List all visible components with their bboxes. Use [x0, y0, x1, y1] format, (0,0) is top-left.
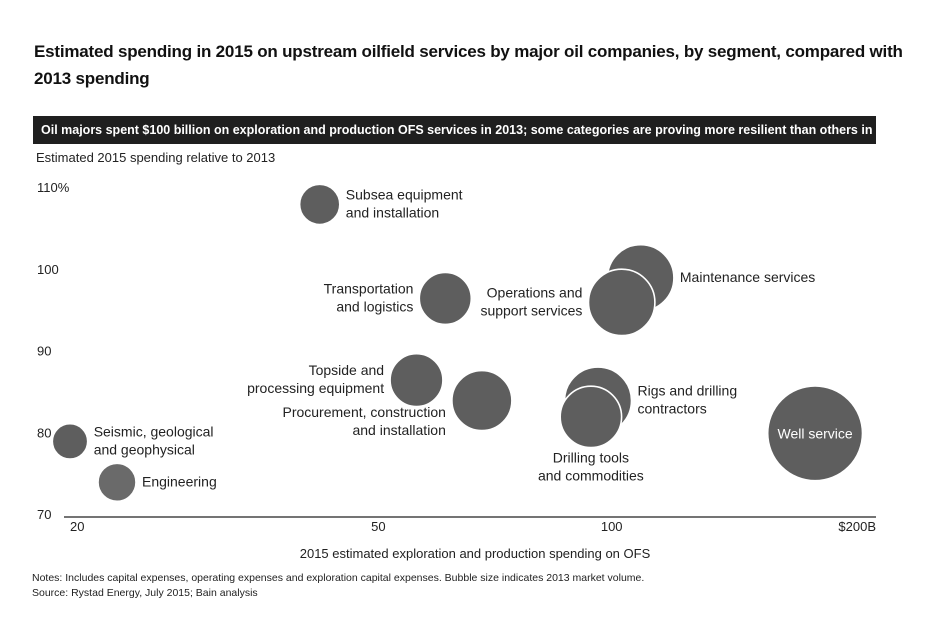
bubble-label-topside-and-processing-equipment: processing equipment — [247, 380, 384, 396]
y-tick-label: 100 — [37, 262, 59, 277]
bubble-label-rigs-and-drilling-contractors: contractors — [638, 401, 707, 417]
bubble-label-subsea-equipment-and-installation: and installation — [346, 204, 439, 220]
y-tick-label: 70 — [37, 507, 51, 522]
axis-ticks: 70 80 90 100 110% 20 50 100 $200B — [37, 180, 876, 534]
chart-subtitle-banner: Oil majors spent $100 billion on explora… — [33, 116, 876, 144]
bubble-label-rigs-and-drilling-contractors: Rigs and drilling — [638, 383, 738, 399]
bubble-engineering — [97, 462, 137, 503]
bubble-label-seismic-geological-and-geophysical: Seismic, geological — [94, 423, 214, 439]
bubble-label-procurement-construction-and-installation: and installation — [352, 422, 445, 438]
y-tick-label: 90 — [37, 344, 51, 359]
bubble-label-engineering: Engineering — [142, 473, 217, 489]
bubble-label-seismic-geological-and-geophysical: and geophysical — [94, 441, 195, 457]
bubbles — [51, 183, 864, 503]
y-tick-label: 110% — [37, 180, 70, 195]
bubble-label-subsea-equipment-and-installation: Subsea equipment — [346, 186, 463, 202]
x-axis-label: 2015 estimated exploration and productio… — [299, 546, 651, 561]
bubble-transportation-and-logistics — [418, 271, 473, 326]
x-tick-label: 100 — [601, 519, 623, 534]
bubble-label-drilling-tools-and-commodities: and commodities — [538, 468, 644, 484]
bubble-label-operations-and-support-services: support services — [480, 302, 582, 318]
bubble-procurement-construction-and-installation — [451, 369, 513, 432]
x-tick-label: 50 — [371, 519, 385, 534]
notes-line: Notes: Includes capital expenses, operat… — [32, 572, 645, 584]
y-tick-label: 80 — [37, 425, 51, 440]
x-tick-label: $200B — [838, 519, 876, 534]
bubble-label-operations-and-support-services: Operations and — [487, 284, 583, 300]
y-axis-label: Estimated 2015 spending relative to 2013 — [36, 150, 276, 165]
bubble-topside-and-processing-equipment — [389, 352, 444, 408]
bubble-label-topside-and-processing-equipment: Topside and — [309, 362, 385, 378]
bubble-operations-and-support-services — [587, 268, 656, 337]
bubble-label-procurement-construction-and-installation: Procurement, construction — [282, 404, 445, 420]
bubble-label-maintenance-services: Maintenance services — [680, 269, 815, 285]
bubble-seismic-geological-and-geophysical — [51, 422, 89, 460]
bubble-drilling-tools-and-commodities — [559, 385, 623, 449]
bubble-well-service — [766, 385, 864, 482]
bubble-labels: Seismic, geological and geophysical Engine… — [94, 186, 853, 489]
bubble-label-transportation-and-logistics: Transportation — [324, 280, 414, 296]
bubble-label-drilling-tools-and-commodities: Drilling tools — [553, 450, 629, 466]
bubble-label-transportation-and-logistics: and logistics — [336, 298, 413, 314]
x-tick-label: 20 — [70, 519, 84, 534]
source-line: Source: Rystad Energy, July 2015; Bain a… — [32, 587, 258, 599]
notes: Notes: Includes capital expenses, operat… — [32, 571, 644, 601]
bubble-subsea-equipment-and-installation — [298, 183, 341, 226]
bubble-label-well-service: Well service — [777, 425, 852, 441]
chart-title: Estimated spending in 2015 on upstream o… — [34, 42, 903, 88]
